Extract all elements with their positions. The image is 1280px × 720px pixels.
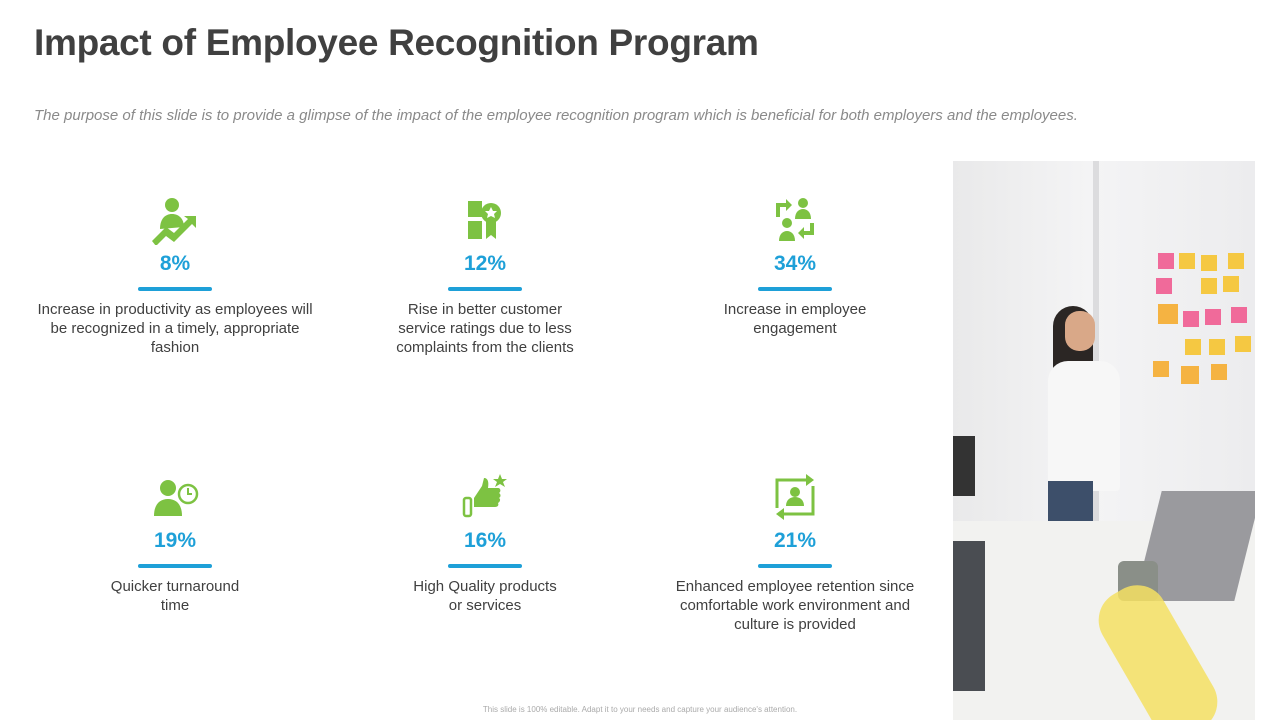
stat-card: 16% High Quality products or services (340, 472, 630, 615)
thumbs-up-badge-icon (468, 201, 501, 239)
page-title: Impact of Employee Recognition Program (34, 22, 759, 63)
stat-description: Increase in employee engagement (723, 301, 867, 337)
stat-card: 21% Enhanced employee retention since co… (650, 472, 940, 634)
stat-underline (448, 287, 522, 291)
people-exchange-icon (776, 198, 814, 241)
stat-underline (138, 287, 212, 291)
stat-value: 12% (463, 252, 507, 275)
stat-card: 34% Increase in employee engagement (650, 195, 940, 338)
stat-card: 19% Quicker turnaround time (30, 472, 320, 615)
stat-value: 19% (153, 529, 197, 552)
stat-description: Enhanced employee retention since comfor… (675, 578, 915, 633)
stat-value: 21% (773, 529, 817, 552)
office-photo (953, 161, 1255, 720)
stat-underline (448, 564, 522, 568)
stat-card: 8% Increase in productivity as employees… (30, 195, 320, 357)
stat-underline (758, 287, 832, 291)
stat-underline (138, 564, 212, 568)
footer-note: This slide is 100% editable. Adapt it to… (482, 705, 798, 714)
stat-description: Quicker turnaround time (110, 578, 240, 614)
stat-description: High Quality products or services (413, 578, 557, 614)
person-refresh-icon (775, 474, 815, 520)
stat-description: Rise in better customer service ratings … (396, 301, 574, 356)
stat-underline (758, 564, 832, 568)
thumbs-up-star-icon (462, 474, 507, 518)
stat-card: 12% Rise in better customer service rati… (340, 195, 630, 357)
page-subtitle: The purpose of this slide is to provide … (34, 107, 1078, 124)
person-growth-arrow-icon (152, 198, 196, 245)
stat-description: Increase in productivity as employees wi… (37, 301, 313, 356)
stat-value: 8% (159, 252, 191, 275)
stat-value: 16% (463, 529, 507, 552)
stat-value: 34% (773, 252, 817, 275)
person-clock-icon (154, 480, 199, 516)
